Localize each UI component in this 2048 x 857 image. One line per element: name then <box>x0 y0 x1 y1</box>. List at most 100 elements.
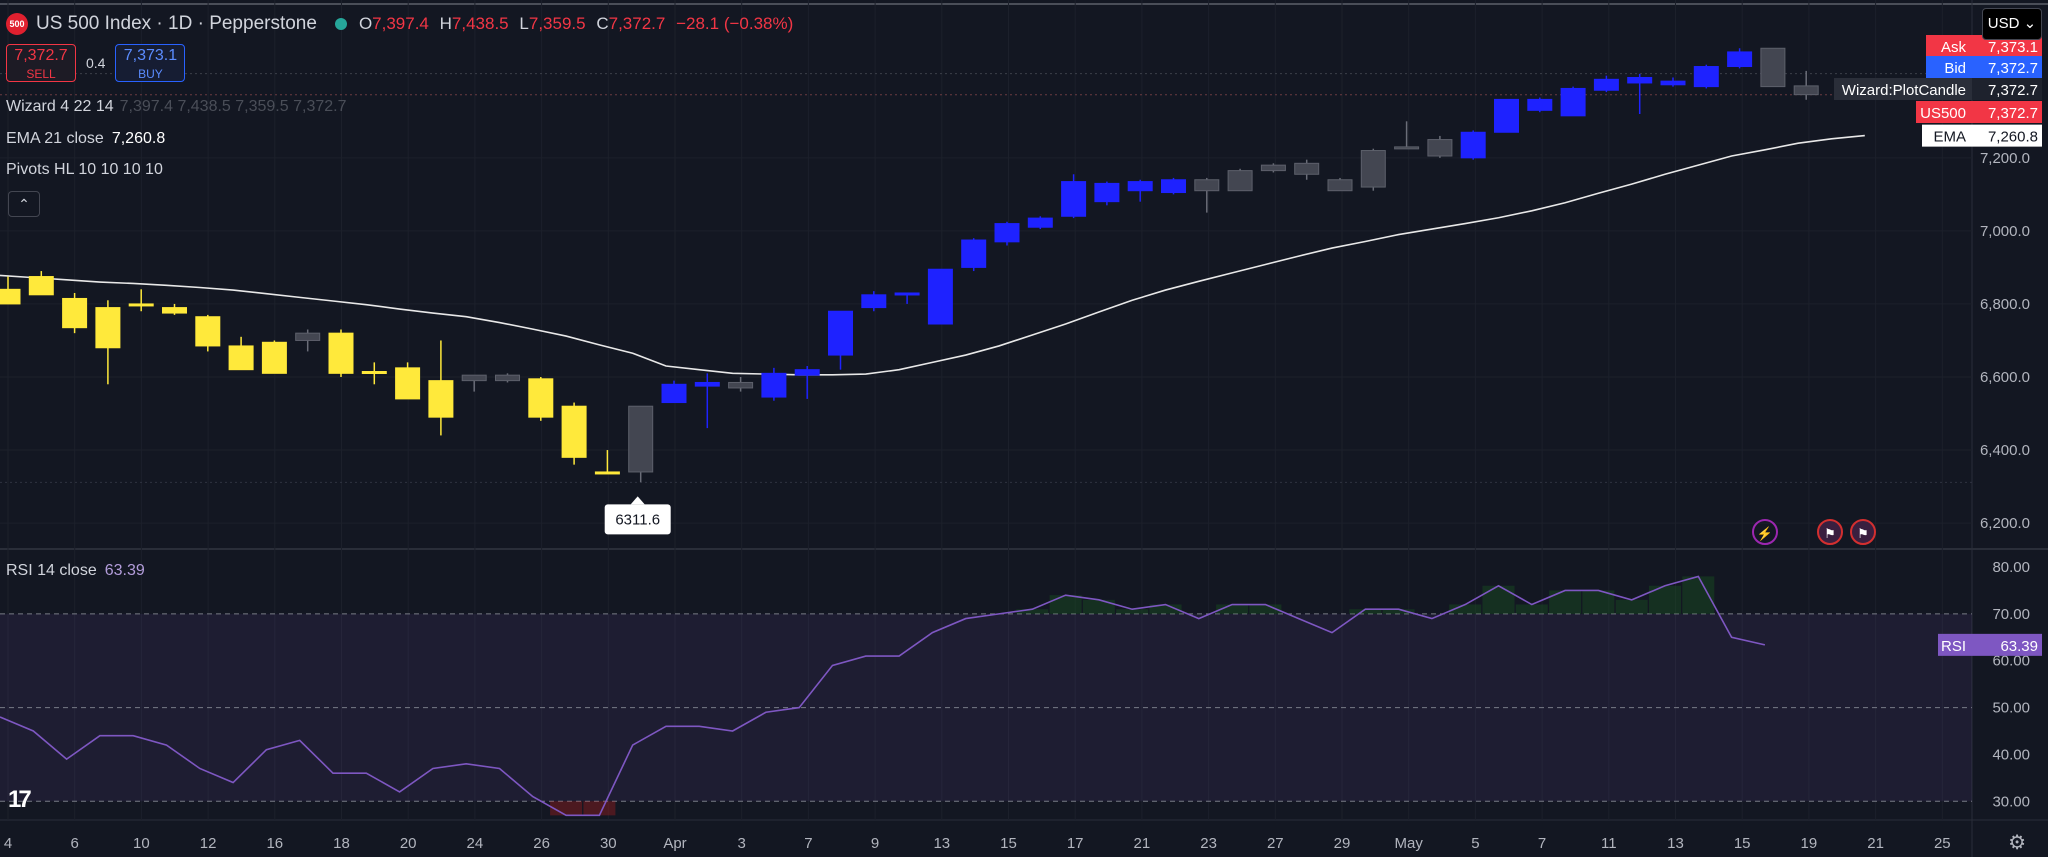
sell-button[interactable]: 7,372.7 SELL <box>6 44 76 82</box>
indicator-ema-label: EMA 21 close <box>6 130 104 147</box>
candle <box>1494 98 1519 133</box>
candle <box>1560 87 1586 117</box>
tradingview-logo-icon: 17 <box>8 786 32 813</box>
candle <box>794 369 820 376</box>
candle <box>361 371 387 375</box>
lightning-event-icon[interactable]: ⚡ <box>1752 519 1778 545</box>
time-tick-label: 24 <box>467 835 484 852</box>
currency-select[interactable]: USD ⌄ <box>1982 8 2042 40</box>
candle <box>927 268 953 325</box>
rsi-tag-price: 63.39 <box>2000 638 2038 655</box>
candle <box>1061 181 1087 217</box>
price-tick-label: 7,000.0 <box>1980 223 2030 240</box>
candle <box>1427 139 1453 157</box>
rsi-tick-label: 60.00 <box>1992 653 2030 670</box>
time-tick-label: 27 <box>1267 835 1284 852</box>
ask-price-bg <box>1972 35 2042 57</box>
time-tick-label: 7 <box>804 835 812 852</box>
candle <box>461 374 487 382</box>
candle <box>328 332 354 374</box>
ema-tag-price-bg <box>1972 124 2042 147</box>
symbol-header: 500 US 500 Index · 1D · Pepperstone O7,3… <box>6 13 799 35</box>
candle <box>594 471 620 475</box>
time-tick-label: Apr <box>663 835 686 852</box>
rsi-tick-label: 30.00 <box>1992 793 2030 810</box>
time-tick-label: 15 <box>1734 835 1751 852</box>
time-tick-label: 18 <box>333 835 350 852</box>
us-flag-event-icon[interactable]: ⚑ <box>1850 519 1876 545</box>
chart-title[interactable]: US 500 Index · 1D · Pepperstone <box>36 13 317 34</box>
symbol-price: 7,372.7 <box>1988 105 2038 122</box>
candle <box>1527 98 1553 111</box>
time-tick-label: 10 <box>133 835 150 852</box>
time-tick-label: 15 <box>1000 835 1017 852</box>
candle <box>28 276 54 296</box>
gear-icon[interactable]: ⚙ <box>2008 832 2026 854</box>
buy-button[interactable]: 7,373.1 BUY <box>115 44 186 82</box>
indicator-pivots-label: Pivots HL 10 10 10 10 <box>6 161 163 178</box>
price-tick-label: 6,200.0 <box>1980 515 2030 532</box>
candle <box>1227 170 1253 192</box>
time-tick-label: 11 <box>1601 835 1617 852</box>
candle <box>1793 85 1819 96</box>
candle <box>1460 131 1486 159</box>
candle <box>1194 179 1220 192</box>
candle <box>1760 47 1786 88</box>
ohlc-open: 7,397.4 <box>372 14 429 33</box>
rsi-line <box>0 575 1766 817</box>
ohlc-close: 7,372.7 <box>608 14 666 33</box>
rsi-tag-label: RSI <box>1941 638 1966 655</box>
candle <box>1094 182 1120 203</box>
candle <box>495 374 520 382</box>
candle <box>761 372 787 398</box>
spread-value: 0.4 <box>86 55 106 71</box>
us-flag-event-icon[interactable]: ⚑ <box>1817 519 1843 545</box>
collapse-indicators-button[interactable]: ⌃ <box>8 191 40 217</box>
ohlc-high-key: H <box>439 14 452 33</box>
indicator-ema-value: 7,260.8 <box>111 130 166 147</box>
time-tick-label: 13 <box>1667 835 1684 852</box>
indicator-ema[interactable]: EMA 21 close 7,260.8 <box>6 130 165 148</box>
indicator-wizard[interactable]: Wizard 4 22 14 7,397.4 7,438.5 7,359.5 7,… <box>6 98 346 116</box>
candle <box>561 405 587 458</box>
time-tick-label: 5 <box>1471 835 1479 852</box>
price-tick-label: 6,800.0 <box>1980 296 2030 313</box>
time-tick-label: May <box>1395 835 1424 852</box>
time-tick-label: 19 <box>1801 835 1818 852</box>
rsi-tick-label: 40.00 <box>1992 746 2030 763</box>
ask-label-bg <box>1926 35 1972 57</box>
indicator-rsi-label: RSI 14 close <box>6 562 97 579</box>
candle <box>1693 66 1719 88</box>
time-tick-label: 21 <box>1134 835 1151 852</box>
candle <box>1127 181 1153 192</box>
candle <box>195 316 221 347</box>
indicator-wizard-values: 7,397.4 7,438.5 7,359.5 7,372.7 <box>119 98 347 115</box>
candle <box>1294 162 1320 175</box>
ask-price: 7,373.1 <box>1988 39 2038 56</box>
time-tick-label: 7 <box>1538 835 1546 852</box>
wizard-price: 7,372.7 <box>1988 82 2038 99</box>
ohlc-change: −28.1 (−0.38%) <box>676 14 794 33</box>
indicator-pivots[interactable]: Pivots HL 10 10 10 10 <box>6 161 163 179</box>
candle <box>661 383 687 404</box>
candle <box>62 297 88 329</box>
rsi-tag-label-bg <box>1938 633 1972 656</box>
bid-label-bg <box>1926 56 1972 78</box>
candle <box>1027 217 1053 228</box>
ohlc-low: 7,359.5 <box>528 14 586 33</box>
time-tick-label: 6 <box>71 835 79 852</box>
market-open-icon <box>334 18 347 30</box>
candle <box>162 307 187 314</box>
candle <box>694 381 720 387</box>
rsi-tag-price-bg <box>1972 633 2042 656</box>
time-tick-label: 12 <box>200 835 217 852</box>
low-annotation-box <box>604 504 671 535</box>
time-tick-label: 4 <box>4 835 12 852</box>
ohlc-high: 7,438.5 <box>451 14 509 33</box>
symbol-label: US500 <box>1920 105 1966 122</box>
wizard-label: Wizard:PlotCandle <box>1842 82 1966 99</box>
time-tick-label: 25 <box>1934 835 1951 852</box>
indicator-rsi[interactable]: RSI 14 close 63.39 <box>6 562 145 580</box>
ema-tag-label: EMA <box>1933 129 1966 146</box>
